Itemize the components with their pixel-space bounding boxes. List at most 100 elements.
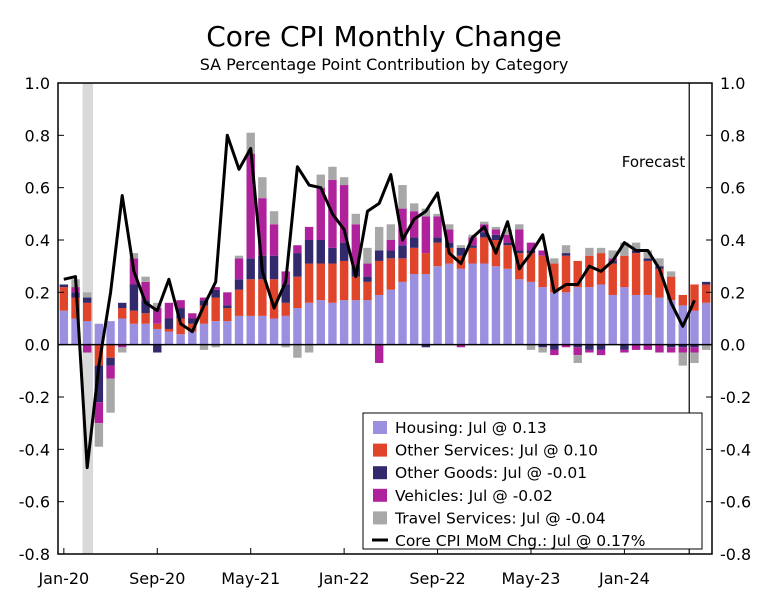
bar-3-Oct-20 — [164, 318, 174, 329]
bar-2-Oct-23 — [585, 255, 594, 288]
legend-label-3: Other Goods: Jul @ -0.01 — [395, 464, 587, 482]
bar-1-Jun-21 — [258, 315, 267, 345]
y-tick-label-left: 0.6 — [25, 179, 50, 198]
bar-3-Jun-24 — [678, 344, 688, 348]
bar-4-Feb-22 — [351, 224, 361, 267]
bar-2-Apr-22 — [374, 260, 384, 295]
bar-2-Mar-22 — [363, 281, 372, 301]
y-tick-label-right: -0.4 — [720, 440, 751, 459]
bar-3-Apr-23 — [515, 250, 524, 254]
bar-1-Mar-24 — [643, 294, 652, 345]
bar-4-Aug-22 — [421, 216, 431, 254]
bar-4-Aug-23 — [561, 344, 571, 348]
forecast-label: Forecast — [622, 153, 686, 171]
bar-1-Oct-20 — [164, 331, 174, 345]
bar-4-Jan-22 — [339, 185, 349, 243]
bar-2-Oct-22 — [445, 247, 454, 264]
bar-2-Aug-23 — [561, 255, 571, 293]
bar-2-Jul-23 — [550, 263, 559, 293]
bar-1-May-22 — [386, 289, 396, 345]
legend-label-line: Core CPI MoM Chg.: Jul @ 0.17% — [395, 532, 645, 550]
bar-3-Jan-20 — [59, 284, 69, 288]
bar-4-Feb-21 — [211, 287, 220, 290]
bar-1-Mar-22 — [363, 300, 372, 345]
bar-5-Jun-22 — [398, 185, 407, 209]
x-tick-label: May-21 — [221, 569, 280, 588]
legend: Housing: Jul @ 0.13 Other Services: Jul @… — [362, 412, 703, 550]
bar-5-Apr-24 — [655, 258, 664, 267]
y-tick-label-right: -0.8 — [720, 545, 751, 564]
bar-4-May-20 — [106, 365, 115, 379]
bar-1-Oct-23 — [585, 287, 594, 345]
bar-1-Feb-23 — [491, 266, 501, 345]
bar-1-Mar-20 — [82, 321, 92, 345]
bar-1-Jul-22 — [409, 274, 419, 345]
bar-3-Aug-21 — [281, 284, 290, 303]
y-tick-label-left: -0.2 — [19, 388, 50, 407]
bar-1-Dec-23 — [608, 294, 617, 345]
bar-3-Apr-20 — [94, 365, 104, 403]
core-cpi-line — [63, 133, 696, 470]
legend-swatch-2 — [373, 443, 387, 457]
bar-2-May-20 — [106, 344, 115, 358]
bar-5-Aug-21 — [281, 344, 290, 348]
bar-4-Oct-21 — [304, 226, 314, 240]
bar-4-May-22 — [386, 240, 396, 251]
bar-4-Oct-20 — [164, 302, 174, 319]
bar-5-May-24 — [666, 271, 676, 277]
bar-2-Jan-24 — [620, 255, 629, 288]
bar-3-Aug-23 — [561, 253, 571, 256]
bar-2-Mar-21 — [223, 308, 232, 322]
y-tick-label-right: 0.2 — [720, 283, 745, 302]
bar-1-Aug-20 — [141, 323, 150, 345]
bar-1-Jul-23 — [550, 292, 559, 345]
bar-5-Feb-22 — [351, 213, 361, 225]
x-tick-label: Sep-22 — [409, 569, 465, 588]
bar-4-Mar-23 — [503, 234, 512, 243]
bar-2-Feb-24 — [631, 253, 641, 295]
y-tick-label-left: 0.4 — [25, 231, 50, 250]
bar-5-Nov-23 — [596, 247, 606, 254]
bar-4-Nov-21 — [316, 187, 325, 240]
bar-4-Nov-20 — [176, 300, 185, 309]
bar-1-Apr-24 — [655, 297, 664, 345]
bar-2-Sep-21 — [293, 276, 302, 309]
bar-3-Nov-22 — [456, 247, 466, 256]
legend-label-2: Other Services: Jul @ 0.10 — [395, 442, 598, 460]
bar-2-May-21 — [246, 279, 255, 316]
bar-5-Mar-23 — [503, 229, 512, 235]
bar-4-Apr-22 — [374, 344, 384, 363]
bar-5-Oct-22 — [445, 224, 454, 230]
y-tick-label-right: 0.8 — [720, 126, 745, 145]
bar-2-Jul-21 — [269, 279, 279, 319]
bar-1-Aug-21 — [281, 315, 290, 345]
bar-5-Sep-20 — [153, 302, 162, 309]
bar-3-Jan-23 — [480, 232, 489, 238]
bar-5-Nov-21 — [316, 174, 325, 188]
bar-1-Jun-22 — [398, 281, 407, 345]
bar-3-Nov-20 — [176, 308, 185, 319]
bar-2-May-22 — [386, 258, 396, 290]
bar-3-Jun-22 — [398, 245, 407, 259]
bar-5-Jan-24 — [620, 242, 629, 256]
bar-1-Nov-21 — [316, 300, 325, 345]
bar-3-Aug-24 — [701, 281, 711, 285]
bar-1-Nov-20 — [176, 334, 185, 345]
bar-4-Apr-21 — [234, 258, 244, 280]
bar-2-Sep-22 — [433, 242, 442, 267]
bar-2-Mar-24 — [643, 260, 652, 295]
bar-2-Nov-21 — [316, 263, 325, 301]
bar-3-Mar-24 — [643, 258, 652, 261]
x-tick-label: Sep-20 — [129, 569, 185, 588]
y-tick-label-right: -0.2 — [720, 388, 751, 407]
bar-2-Dec-22 — [468, 247, 477, 264]
bar-4-Feb-23 — [491, 229, 501, 235]
bar-4-Dec-22 — [468, 237, 477, 246]
bar-4-May-24 — [666, 347, 676, 353]
legend-box — [362, 412, 703, 550]
bar-1-Jan-23 — [480, 263, 489, 345]
bar-5-May-23 — [526, 344, 536, 350]
bar-2-Jun-21 — [258, 279, 267, 316]
